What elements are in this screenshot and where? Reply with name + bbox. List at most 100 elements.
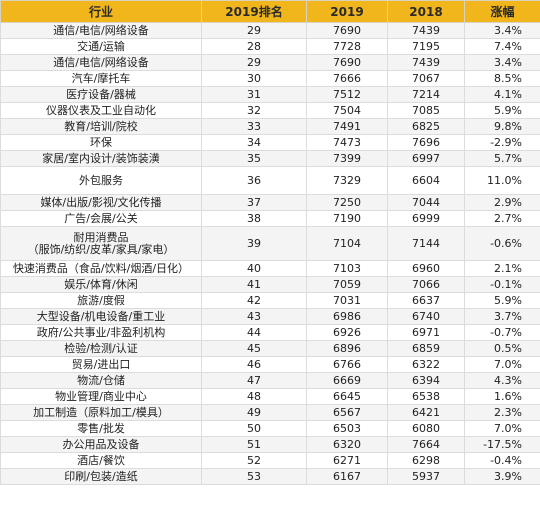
- industry-line: 办公用品及设备: [62, 437, 140, 451]
- industry-line: 娱乐/体育/休闲: [64, 277, 138, 291]
- cell-industry: 耐用消费品 （服饰/纺织/皮革/家具/家电）: [0, 226, 202, 261]
- cell-change: 5.9%: [464, 102, 540, 119]
- cell-industry: 媒体/出版/影视/文化传播: [0, 194, 202, 211]
- cell-change: 5.7%: [464, 150, 540, 167]
- cell-value-2018: 6999: [387, 210, 465, 227]
- cell-change: 3.7%: [464, 308, 540, 325]
- cell-rank-2019: 45: [201, 340, 307, 357]
- cell-change: 7.0%: [464, 420, 540, 437]
- industry-line: 外包服务: [79, 173, 123, 187]
- table-row: 教育/培训/院校 33 7491 6825 9.8%: [0, 118, 540, 135]
- cell-value-2019: 7031: [306, 292, 388, 309]
- cell-value-2019: 7103: [306, 260, 388, 277]
- cell-value-2019: 6669: [306, 372, 388, 389]
- cell-value-2019: 6986: [306, 308, 388, 325]
- industry-line: 政府/公共事业/非盈利机构: [36, 325, 166, 339]
- cell-rank-2019: 34: [201, 134, 307, 151]
- cell-value-2018: 6971: [387, 324, 465, 341]
- cell-value-2018: 6538: [387, 388, 465, 405]
- industry-line: 贸易/进出口: [71, 357, 131, 371]
- cell-rank-2019: 44: [201, 324, 307, 341]
- cell-industry: 医疗设备/器械: [0, 86, 202, 103]
- cell-rank-2019: 30: [201, 70, 307, 87]
- cell-value-2018: 7696: [387, 134, 465, 151]
- cell-value-2019: 7059: [306, 276, 388, 293]
- industry-line: 酒店/餐饮: [77, 453, 125, 467]
- table-row: 环保 34 7473 7696 -2.9%: [0, 134, 540, 151]
- table-row: 物业管理/商业中心 48 6645 6538 1.6%: [0, 388, 540, 405]
- cell-value-2019: 6645: [306, 388, 388, 405]
- industry-line: 物流/仓储: [77, 373, 125, 387]
- cell-value-2019: 7491: [306, 118, 388, 135]
- cell-industry: 交通/运输: [0, 38, 202, 55]
- table-row: 快速消费品（食品/饮料/烟酒/日化） 40 7103 6960 2.1%: [0, 260, 540, 277]
- cell-rank-2019: 50: [201, 420, 307, 437]
- cell-industry: 贸易/进出口: [0, 356, 202, 373]
- cell-industry: 广告/会展/公关: [0, 210, 202, 227]
- cell-industry: 教育/培训/院校: [0, 118, 202, 135]
- cell-rank-2019: 53: [201, 468, 307, 485]
- cell-change: 2.1%: [464, 260, 540, 277]
- cell-change: 1.6%: [464, 388, 540, 405]
- cell-value-2019: 6766: [306, 356, 388, 373]
- header-change: 涨幅: [464, 0, 540, 23]
- table-row: 加工制造（原料加工/模具） 49 6567 6421 2.3%: [0, 404, 540, 421]
- cell-value-2019: 7728: [306, 38, 388, 55]
- cell-change: 2.3%: [464, 404, 540, 421]
- table-row: 通信/电信/网络设备 29 7690 7439 3.4%: [0, 54, 540, 71]
- table-row: 酒店/餐饮 52 6271 6298 -0.4%: [0, 452, 540, 469]
- cell-change: 3.9%: [464, 468, 540, 485]
- table-row: 广告/会展/公关 38 7190 6999 2.7%: [0, 210, 540, 227]
- cell-value-2018: 6825: [387, 118, 465, 135]
- table-row: 娱乐/体育/休闲 41 7059 7066 -0.1%: [0, 276, 540, 293]
- cell-change: 3.4%: [464, 22, 540, 39]
- cell-value-2018: 6960: [387, 260, 465, 277]
- cell-change: -0.6%: [464, 226, 540, 261]
- cell-industry: 旅游/度假: [0, 292, 202, 309]
- table-row: 印刷/包装/造纸 53 6167 5937 3.9%: [0, 468, 540, 485]
- industry-line: 旅游/度假: [77, 293, 125, 307]
- cell-value-2019: 7250: [306, 194, 388, 211]
- cell-change: 11.0%: [464, 166, 540, 195]
- industry-line: （服饰/纺织/皮革/家具/家电）: [27, 242, 175, 256]
- cell-value-2018: 6859: [387, 340, 465, 357]
- cell-value-2018: 7195: [387, 38, 465, 55]
- cell-industry: 政府/公共事业/非盈利机构: [0, 324, 202, 341]
- cell-rank-2019: 52: [201, 452, 307, 469]
- cell-value-2018: 6604: [387, 166, 465, 195]
- table-row: 耐用消费品 （服饰/纺织/皮革/家具/家电） 39 7104 7144 -0.6%: [0, 226, 540, 261]
- cell-rank-2019: 36: [201, 166, 307, 195]
- cell-rank-2019: 47: [201, 372, 307, 389]
- table-row: 交通/运输 28 7728 7195 7.4%: [0, 38, 540, 55]
- table-row: 贸易/进出口 46 6766 6322 7.0%: [0, 356, 540, 373]
- cell-industry: 仪器仪表及工业自动化: [0, 102, 202, 119]
- cell-value-2019: 6926: [306, 324, 388, 341]
- cell-rank-2019: 43: [201, 308, 307, 325]
- cell-value-2019: 7399: [306, 150, 388, 167]
- cell-rank-2019: 46: [201, 356, 307, 373]
- cell-change: -0.7%: [464, 324, 540, 341]
- cell-industry: 快速消费品（食品/饮料/烟酒/日化）: [0, 260, 202, 277]
- cell-value-2018: 6080: [387, 420, 465, 437]
- cell-value-2018: 6298: [387, 452, 465, 469]
- cell-value-2018: 7085: [387, 102, 465, 119]
- cell-change: 9.8%: [464, 118, 540, 135]
- industry-line: 广告/会展/公关: [64, 211, 138, 225]
- cell-value-2018: 7439: [387, 54, 465, 71]
- cell-rank-2019: 32: [201, 102, 307, 119]
- table-row: 外包服务 36 7329 6604 11.0%: [0, 166, 540, 195]
- cell-change: 2.9%: [464, 194, 540, 211]
- cell-value-2018: 7044: [387, 194, 465, 211]
- cell-rank-2019: 29: [201, 22, 307, 39]
- industry-line: 耐用消费品: [73, 230, 129, 244]
- cell-change: 3.4%: [464, 54, 540, 71]
- cell-industry: 加工制造（原料加工/模具）: [0, 404, 202, 421]
- cell-rank-2019: 37: [201, 194, 307, 211]
- industry-line: 检验/检测/认证: [64, 341, 138, 355]
- cell-value-2019: 6167: [306, 468, 388, 485]
- industry-line: 汽车/摩托车: [71, 71, 131, 85]
- salary-ranking-table: 行业 2019排名 2019 2018 涨幅 通信/电信/网络设备 29 7690 7…: [0, 0, 540, 485]
- table-row: 家居/室内设计/装饰装潢 35 7399 6997 5.7%: [0, 150, 540, 167]
- cell-change: 5.9%: [464, 292, 540, 309]
- table-row: 仪器仪表及工业自动化 32 7504 7085 5.9%: [0, 102, 540, 119]
